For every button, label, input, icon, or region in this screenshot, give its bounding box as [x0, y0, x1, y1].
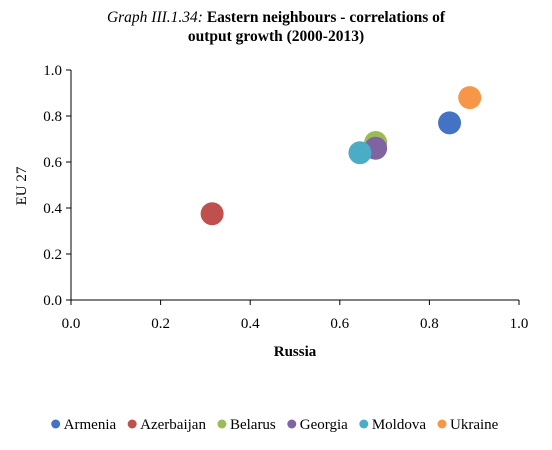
x-tick-label: 0.8 [420, 316, 439, 332]
point-moldova [348, 141, 372, 165]
y-tick-label: 0.0 [43, 293, 62, 309]
y-tick-label: 0.4 [43, 201, 62, 217]
x-axis-title: Russia [274, 344, 317, 360]
point-ukraine [458, 86, 482, 110]
legend-marker-belarus [217, 419, 227, 429]
y-axis-title: EU 27 [14, 166, 30, 205]
y-axis-ticks: 0.0 0.2 0.4 0.6 0.8 1.0 [43, 63, 71, 309]
chart-title-line1: Eastern neighbours - correlations of [206, 9, 446, 26]
legend-marker-armenia [51, 419, 61, 429]
legend-label-ukraine: Ukraine [450, 417, 499, 433]
legend-label-azerbaijan: Azerbaijan [140, 417, 206, 433]
chart-title-line2: output growth (2000-2013) [187, 28, 365, 45]
legend-label-moldova: Moldova [372, 417, 427, 433]
legend-marker-azerbaijan [127, 419, 137, 429]
x-tick-label: 0.2 [151, 316, 170, 332]
legend-label-georgia: Georgia [300, 417, 348, 433]
x-axis-ticks: 0.0 0.2 0.4 0.6 0.8 1.0 [62, 300, 529, 332]
y-tick-label: 0.8 [43, 109, 62, 125]
legend-marker-georgia [287, 419, 297, 429]
legend-marker-moldova [359, 419, 369, 429]
legend-label-belarus: Belarus [230, 417, 276, 433]
x-tick-label: 0.0 [62, 316, 81, 332]
point-azerbaijan [200, 202, 224, 226]
point-armenia [438, 111, 462, 135]
y-tick-label: 1.0 [43, 63, 62, 79]
legend: Armenia Azerbaijan Belarus Georgia Moldova Uk… [51, 417, 499, 433]
axes [70, 70, 519, 301]
y-tick-label: 0.6 [43, 155, 62, 171]
x-tick-label: 1.0 [510, 316, 529, 332]
data-points [200, 86, 482, 226]
y-tick-label: 0.2 [43, 247, 62, 263]
chart-title-prefix: Graph III.1.34: [106, 9, 203, 26]
legend-label-armenia: Armenia [64, 417, 117, 433]
legend-marker-ukraine [437, 419, 447, 429]
chart-title: Graph III.1.34: Eastern neighbours - cor… [0, 8, 552, 46]
x-tick-label: 0.6 [330, 316, 349, 332]
x-tick-label: 0.4 [241, 316, 260, 332]
